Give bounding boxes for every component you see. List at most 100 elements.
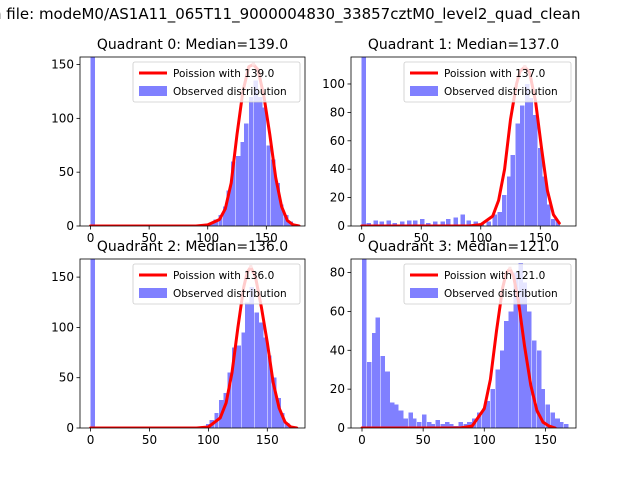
histogram-bar	[399, 221, 405, 226]
y-tick-label: 50	[59, 371, 74, 385]
x-tick-label: 100	[473, 433, 496, 447]
histogram-bar	[508, 311, 514, 428]
legend-box	[132, 263, 301, 305]
x-tick-label: 100	[197, 433, 220, 447]
histogram-bar	[244, 123, 249, 226]
histogram-bar	[385, 371, 390, 428]
figure-suptitle: n file: modeM0/AS1A11_065T11_9000004830_…	[0, 0, 640, 30]
histogram-bar	[515, 123, 520, 226]
legend-observed-label: Observed distribution	[444, 288, 558, 300]
y-tick-label: 100	[51, 111, 74, 125]
y-tick-label: 150	[51, 270, 74, 284]
histogram-bar	[533, 115, 538, 226]
histogram-bar	[466, 220, 471, 226]
legend: Poission with 136.0 Observed distribution	[132, 263, 301, 305]
histogram-bar	[398, 410, 404, 428]
histogram-bar	[371, 332, 377, 428]
histogram-bar	[500, 350, 505, 428]
y-tick-label: 100	[51, 320, 74, 334]
histogram-bar	[476, 412, 482, 428]
histogram-bar	[485, 400, 491, 428]
histogram-bar	[555, 418, 560, 428]
histogram-bar	[280, 412, 285, 428]
histogram-bar	[379, 221, 385, 226]
histogram-bar	[435, 420, 440, 428]
histogram-bar	[497, 211, 502, 226]
x-tick-label: 0	[87, 231, 95, 245]
x-tick-label: 50	[142, 433, 157, 447]
histogram-bar	[393, 404, 399, 428]
legend-observed-swatch	[410, 288, 438, 298]
histogram-bar	[506, 176, 512, 226]
legend: Poission with 139.0 Observed distribution	[132, 61, 301, 103]
histogram-bar	[412, 220, 418, 226]
x-tick-label: 150	[255, 231, 278, 245]
subplot-quadrant-0: 0 50 100 150 0 50 100 150 Quadrant 0: Median=139…	[51, 37, 306, 245]
y-tick-label: 100	[322, 77, 345, 91]
histogram-bar	[258, 96, 263, 226]
histogram-bar	[406, 220, 412, 226]
histogram-bar	[440, 221, 445, 226]
axes-frame	[79, 258, 306, 429]
histogram-bar	[380, 356, 385, 428]
y-tick-label: 50	[59, 165, 74, 179]
histogram-bar	[421, 414, 427, 428]
subplot-quadrant-1: 0 50 100 150 0 20 40 60 80 100 Quadrant 1: Median=…	[322, 37, 577, 245]
histogram-bar	[458, 422, 464, 428]
histogram-bar	[366, 361, 372, 428]
y-tick-label: 60	[330, 134, 345, 148]
histogram-bar	[90, 259, 96, 428]
histogram-bar	[390, 402, 395, 428]
x-tick-label: 150	[534, 433, 557, 447]
histogram-bar	[495, 369, 500, 428]
subplot-title: Quadrant 1: Median=137.0	[368, 37, 559, 53]
legend-poisson-label: Poission with 121.0	[444, 270, 545, 282]
histogram-bar	[235, 156, 241, 226]
histogram-bar	[222, 206, 228, 226]
histogram-bar	[545, 404, 551, 428]
histogram-bar	[231, 347, 237, 428]
histogram-bar	[531, 340, 537, 428]
histogram-bar	[408, 412, 414, 428]
histogram-bar	[90, 57, 95, 226]
histogram-bar	[518, 262, 524, 428]
histogram-bar	[262, 337, 268, 428]
histogram-bar	[528, 98, 533, 226]
histogram-bar	[503, 321, 509, 428]
histogram-bar	[426, 422, 432, 428]
histogram-bar	[551, 218, 556, 226]
legend-box	[403, 61, 572, 103]
y-tick-label: 80	[330, 266, 345, 280]
histogram-bar	[563, 424, 569, 428]
histogram-bar	[248, 96, 254, 226]
histogram-bar	[254, 312, 259, 428]
histogram-bar	[445, 422, 450, 428]
legend-observed-label: Observed distribution	[444, 86, 558, 98]
histogram-bar	[412, 418, 417, 428]
legend-box	[132, 61, 301, 103]
plot-content	[360, 57, 561, 226]
legend-observed-swatch	[139, 86, 167, 96]
histogram-bar	[236, 345, 242, 428]
y-tick-label: 80	[330, 105, 345, 119]
y-tick-label: 0	[337, 219, 345, 233]
histogram-bar	[223, 392, 229, 428]
histogram-bar	[231, 161, 236, 226]
histogram-bar	[375, 317, 381, 428]
legend-box	[403, 263, 572, 305]
legend-observed-swatch	[139, 288, 167, 298]
histogram-bar	[537, 147, 543, 226]
histogram-bar	[240, 142, 245, 226]
y-tick-label: 20	[330, 191, 345, 205]
histogram-bar	[536, 350, 542, 428]
histogram-bar	[373, 220, 379, 226]
histogram-bar	[362, 259, 367, 428]
plot-content	[360, 259, 569, 428]
subplot-title: Quadrant 2: Median=136.0	[97, 239, 288, 255]
x-tick-label: 0	[358, 231, 366, 245]
histogram-bar	[261, 107, 267, 226]
histogram-bar	[524, 83, 530, 226]
histogram-bar	[259, 322, 264, 428]
subplot-title: Quadrant 0: Median=139.0	[97, 37, 288, 53]
